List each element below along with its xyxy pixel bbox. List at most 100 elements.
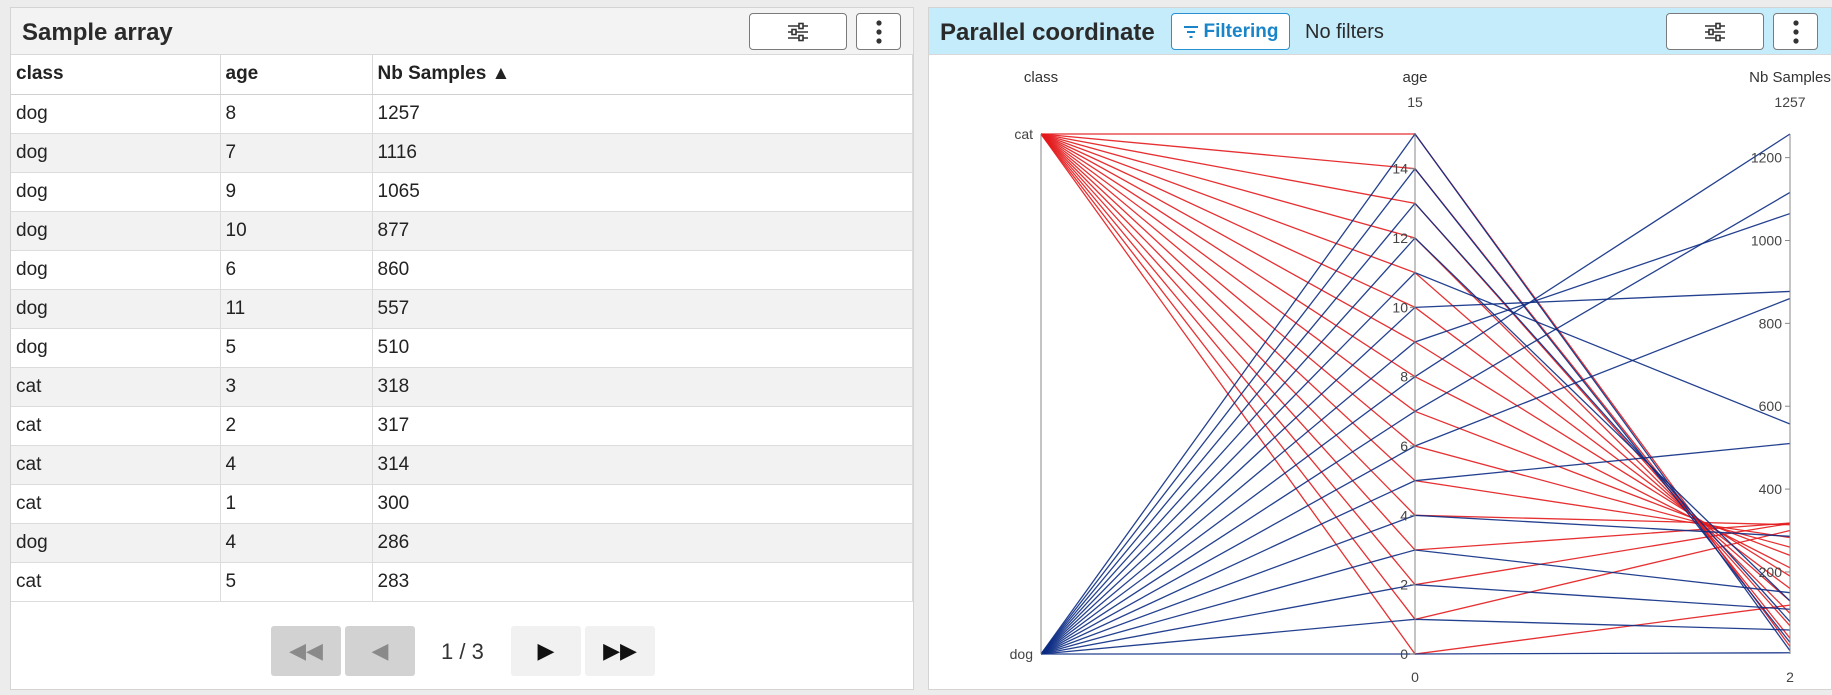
cell-age: 7 (220, 133, 373, 173)
table-row[interactable]: cat 4 314 (11, 445, 913, 485)
table-row[interactable]: dog 11 557 (11, 289, 913, 329)
parallel-coordinate-panel: Parallel coordinate Filtering No filters… (928, 7, 1832, 690)
cell-nb-samples: 557 (372, 289, 913, 329)
cell-class: cat (11, 367, 221, 407)
kebab-menu-icon (1792, 19, 1799, 44)
axis-max-label-nb-samples: 1257 (1774, 94, 1805, 110)
tick-label-age: 4 (1400, 507, 1408, 523)
table-row[interactable]: cat 3 318 (11, 367, 913, 407)
cell-age: 2 (220, 406, 373, 446)
tick-label-age: 6 (1400, 438, 1408, 454)
tick-label-age: 2 (1400, 577, 1408, 593)
cell-age: 4 (220, 445, 373, 485)
cell-nb-samples: 510 (372, 328, 913, 368)
filtering-button[interactable]: Filtering (1171, 13, 1290, 50)
cell-class: dog (11, 289, 221, 329)
table-row[interactable]: cat 2 317 (11, 406, 913, 446)
table-row[interactable]: dog 9 1065 (11, 172, 913, 212)
sample-table: class age Nb Samples ▲ dog 8 1257 dog 7 1116 d… (11, 55, 913, 602)
table-header-row: class age Nb Samples ▲ (11, 55, 913, 95)
cell-age: 5 (220, 328, 373, 368)
axis-min-label-age: 0 (1411, 669, 1419, 685)
table-row[interactable]: cat 1 300 (11, 484, 913, 524)
cell-nb-samples: 1257 (372, 94, 913, 134)
panel-title: Sample array (22, 19, 173, 46)
cell-age: 5 (220, 562, 373, 602)
tick-label-nb-samples: 200 (1759, 564, 1783, 580)
table-row[interactable]: dog 8 1257 (11, 94, 913, 134)
cell-age: 4 (220, 523, 373, 563)
cell-age: 3 (220, 367, 373, 407)
axis-title-class: class (1024, 69, 1058, 86)
cell-class: dog (11, 328, 221, 368)
prev-page-button[interactable]: ◀ (345, 626, 415, 676)
table-row[interactable]: dog 10 877 (11, 211, 913, 251)
cell-nb-samples: 283 (372, 562, 913, 602)
cell-class: cat (11, 562, 221, 602)
tick-label-nb-samples: 1200 (1751, 150, 1782, 166)
cell-nb-samples: 1116 (372, 133, 913, 173)
tick-label-class: cat (1014, 126, 1033, 142)
cell-class: dog (11, 250, 221, 290)
tick-label-nb-samples: 600 (1759, 398, 1783, 414)
column-header-age[interactable]: age (220, 55, 373, 95)
axis-max-label-age: 15 (1407, 94, 1423, 110)
next-page-button[interactable]: ▶ (511, 626, 581, 676)
cell-nb-samples: 300 (372, 484, 913, 524)
filters-status: No filters (1305, 21, 1384, 43)
tick-label-age: 0 (1400, 646, 1408, 662)
cell-class: dog (11, 211, 221, 251)
sample-array-panel: Sample array class age Nb Samples ▲ dog 8 (10, 7, 914, 690)
panel-title: Parallel coordinate (940, 19, 1155, 46)
cell-class: cat (11, 445, 221, 485)
more-menu-button[interactable] (856, 13, 901, 50)
cell-class: dog (11, 172, 221, 212)
filter-icon (1183, 25, 1198, 38)
cell-class: dog (11, 133, 221, 173)
cell-age: 9 (220, 172, 373, 212)
table-row[interactable]: dog 7 1116 (11, 133, 913, 173)
cell-age: 10 (220, 211, 373, 251)
cell-nb-samples: 317 (372, 406, 913, 446)
parallel-coordinates-chart[interactable]: class age Nb Samples 15 1257 0 2 cat dog 0 2 4 6 8 10 1… (929, 55, 1831, 689)
cell-nb-samples: 286 (372, 523, 913, 563)
table-row[interactable]: dog 5 510 (11, 328, 913, 368)
settings-button[interactable] (749, 13, 847, 50)
sliders-icon (788, 22, 808, 41)
axis-min-label-nb-samples: 2 (1786, 669, 1794, 685)
first-page-button[interactable]: ◀◀ (271, 626, 341, 676)
cell-age: 6 (220, 250, 373, 290)
tick-label-age: 12 (1392, 230, 1408, 246)
tick-label-age: 8 (1400, 369, 1408, 385)
kebab-menu-icon (875, 19, 882, 44)
cell-class: dog (11, 94, 221, 134)
cell-nb-samples: 314 (372, 445, 913, 485)
column-header-class[interactable]: class (11, 55, 221, 95)
axis-title-nb-samples: Nb Samples (1749, 69, 1831, 86)
cell-nb-samples: 860 (372, 250, 913, 290)
tick-label-nb-samples: 400 (1759, 481, 1783, 497)
table-row[interactable]: dog 6 860 (11, 250, 913, 290)
tick-label-nb-samples: 800 (1759, 315, 1783, 331)
filtering-label: Filtering (1203, 20, 1279, 42)
axis-title-age: age (1402, 69, 1427, 86)
sliders-icon (1705, 22, 1725, 41)
cell-class: cat (11, 484, 221, 524)
sample-array-header: Sample array (11, 8, 913, 55)
table-row[interactable]: dog 4 286 (11, 523, 913, 563)
column-header-nb-samples[interactable]: Nb Samples ▲ (372, 55, 913, 95)
more-menu-button[interactable] (1773, 13, 1818, 50)
table-row[interactable]: cat 5 283 (11, 562, 913, 602)
settings-button[interactable] (1666, 13, 1764, 50)
cell-age: 11 (220, 289, 373, 329)
cell-nb-samples: 877 (372, 211, 913, 251)
page-indicator: 1 / 3 (441, 639, 484, 664)
last-page-button[interactable]: ▶▶ (585, 626, 655, 676)
tick-label-nb-samples: 1000 (1751, 232, 1782, 248)
cell-nb-samples: 1065 (372, 172, 913, 212)
cell-class: cat (11, 406, 221, 446)
cell-age: 8 (220, 94, 373, 134)
tick-label-age: 10 (1392, 299, 1408, 315)
pagination: ◀◀ ◀ 1 / 3 ▶ ▶▶ (11, 626, 913, 676)
tick-label-age: 14 (1392, 161, 1408, 177)
